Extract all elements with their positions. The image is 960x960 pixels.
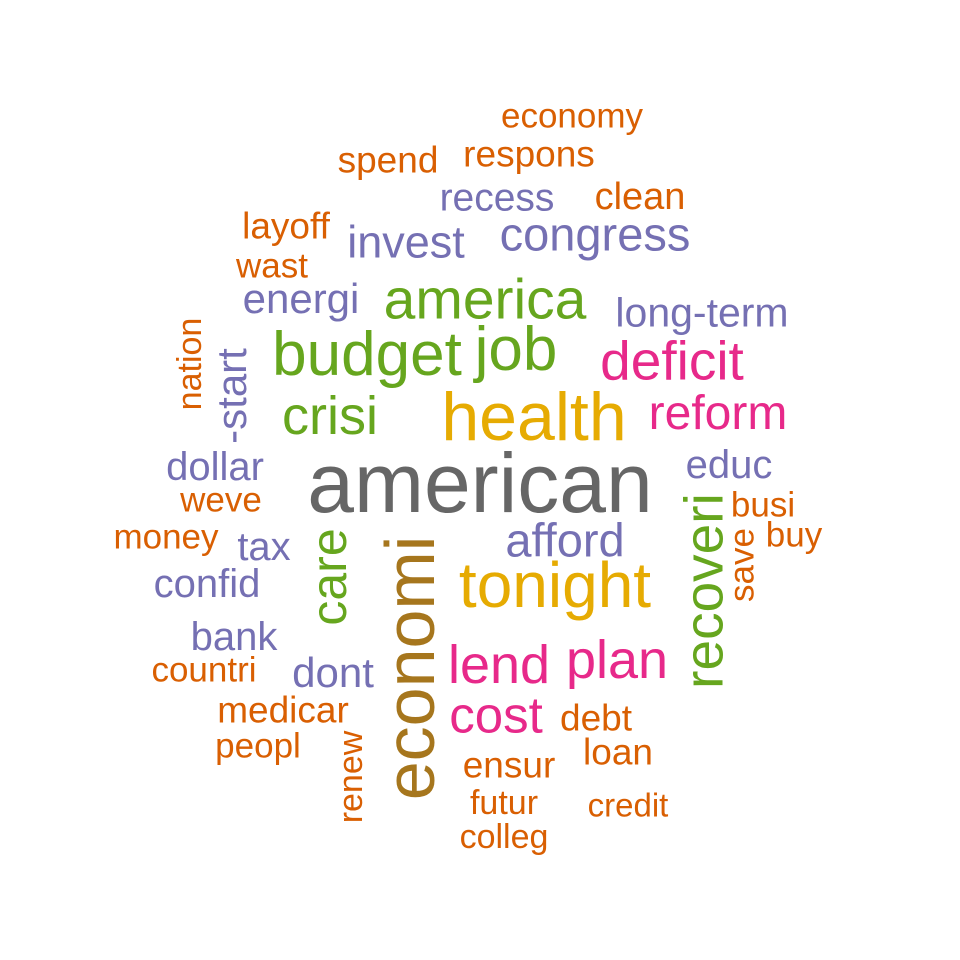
word-respons: respons: [463, 133, 595, 175]
word-save: save: [722, 528, 762, 602]
word-tonight: tonight: [458, 549, 652, 621]
word-spend: spend: [337, 139, 439, 181]
word-futur: futur: [469, 784, 539, 822]
word-layoff: layoff: [242, 205, 330, 247]
word-bank: bank: [190, 615, 278, 659]
word-job: job: [474, 315, 558, 384]
word-reform: reform: [648, 387, 788, 440]
word-budget: budget: [272, 320, 462, 389]
word-busi: busi: [730, 485, 796, 525]
word-long-term: long-term: [615, 289, 789, 336]
word-invest: invest: [347, 216, 465, 268]
word-credit: credit: [587, 786, 669, 824]
word-start: -start: [208, 348, 255, 444]
word-confid: confid: [153, 562, 261, 606]
word-buy: buy: [765, 515, 823, 555]
word-wast: wast: [236, 246, 308, 286]
word-peopl: peopl: [215, 726, 301, 766]
word-countri: countri: [151, 650, 257, 690]
word-american: american: [307, 436, 653, 530]
word-recess: recess: [439, 176, 555, 220]
word-care: care: [301, 528, 357, 626]
word-health: health: [441, 379, 627, 455]
word-medicar: medicar: [217, 689, 349, 731]
word-cost: cost: [449, 686, 543, 744]
word-weve: weve: [180, 480, 262, 520]
word-educ: educ: [685, 443, 773, 487]
word-economi: economi: [371, 535, 449, 801]
word-america: america: [383, 267, 587, 332]
word-afford: afford: [505, 513, 625, 567]
word-energi: energi: [242, 275, 360, 322]
word-money: money: [113, 517, 219, 557]
word-lend: lend: [447, 635, 551, 695]
word-loan: loan: [583, 731, 653, 773]
word-plan: plan: [565, 630, 669, 690]
word-ensur: ensur: [462, 744, 556, 786]
word-crisi: crisi: [282, 386, 378, 446]
word-debt: debt: [559, 697, 633, 739]
word-tax: tax: [237, 525, 291, 569]
word-colleg: colleg: [459, 818, 549, 856]
word-congress: congress: [499, 207, 691, 261]
word-deficit: deficit: [600, 329, 744, 392]
word-nation: nation: [171, 317, 209, 411]
word-economy: economy: [500, 96, 644, 136]
word-dollar: dollar: [166, 445, 264, 489]
word-renew: renew: [332, 730, 370, 824]
word-dont: dont: [292, 649, 374, 696]
word-clean: clean: [594, 176, 686, 218]
